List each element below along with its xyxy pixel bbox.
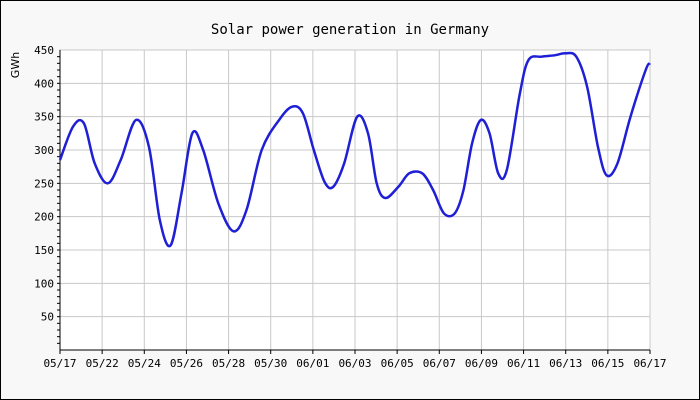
x-tick-label: 06/09 <box>465 357 498 370</box>
x-tick-label: 06/07 <box>423 357 456 370</box>
y-tick-label: 100 <box>34 277 54 290</box>
x-tick-label: 06/17 <box>633 357 666 370</box>
x-tick-label: 06/15 <box>591 357 624 370</box>
y-tick-labels: 50 100 150 200 250 300 350 400 450 <box>34 44 54 324</box>
chart-title: Solar power generation in Germany <box>211 22 489 38</box>
x-tick-label: 06/03 <box>338 357 371 370</box>
x-tick-label: 06/01 <box>296 357 329 370</box>
y-axis-label: GWh <box>9 52 22 78</box>
y-tick-label: 450 <box>34 44 54 57</box>
y-tick-label: 300 <box>34 144 54 157</box>
y-tick-label: 150 <box>34 244 54 257</box>
x-tick-label: 05/30 <box>254 357 287 370</box>
x-tick-label: 06/11 <box>507 357 540 370</box>
y-tick-label: 350 <box>34 111 54 124</box>
y-tick-label: 200 <box>34 211 54 224</box>
x-tick-label: 05/28 <box>212 357 245 370</box>
grid-lines <box>59 49 651 350</box>
series-line <box>58 51 652 248</box>
y-tick-label: 250 <box>34 177 54 190</box>
y-tick-label: 50 <box>41 311 54 324</box>
x-tick-label: 06/05 <box>381 357 414 370</box>
x-tick-labels: 05/17 05/22 05/24 05/26 05/28 05/30 06/01 06/03… <box>43 357 666 370</box>
x-tick-label: 05/24 <box>128 357 161 370</box>
x-tick-label: 05/26 <box>170 357 203 370</box>
axes <box>57 50 651 354</box>
x-tick-label: 05/17 <box>43 357 76 370</box>
x-tick-label: 05/22 <box>86 357 119 370</box>
y-tick-label: 400 <box>34 77 54 90</box>
x-tick-label: 06/13 <box>549 357 582 370</box>
series-group <box>58 51 652 248</box>
